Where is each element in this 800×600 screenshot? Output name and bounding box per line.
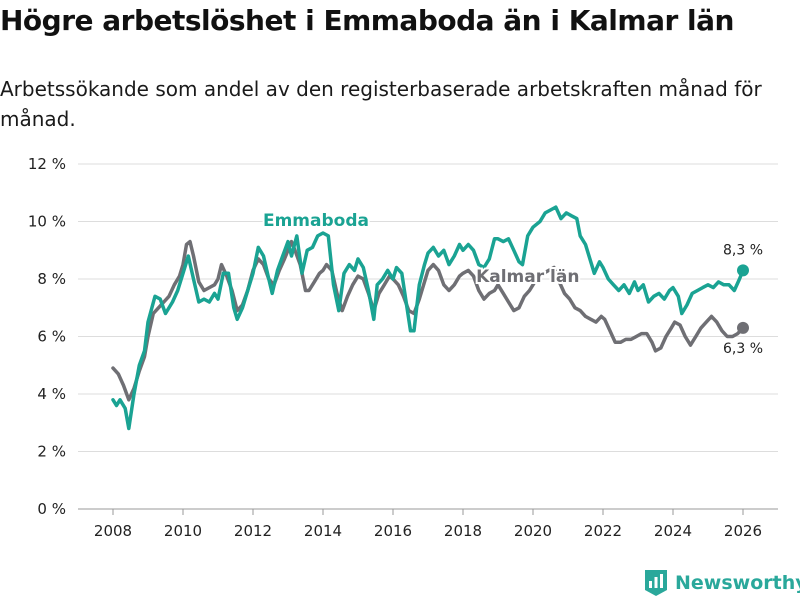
y-tick-label: 0 % <box>37 500 66 518</box>
y-tick-label: 10 % <box>28 213 66 231</box>
y-tick-label: 2 % <box>37 443 66 461</box>
series-name-label-kalmar-l-n: Kalmar län <box>476 267 579 287</box>
x-tick-label: 2008 <box>94 522 132 540</box>
x-tick-label: 2022 <box>584 522 622 540</box>
x-tick-label: 2018 <box>444 522 482 540</box>
grid-lines <box>78 163 778 510</box>
series-lines <box>111 205 749 431</box>
y-tick-label: 8 % <box>37 270 66 288</box>
newsworthy-logo-icon <box>645 570 667 596</box>
series-line-kalmar-l-n <box>111 239 745 402</box>
x-tick-label: 2026 <box>724 522 762 540</box>
y-tick-label: 6 % <box>37 328 66 346</box>
series-line-emmaboda <box>111 205 745 431</box>
brand-name: Newsworthy <box>675 572 800 594</box>
end-value-label-kalmar-l-n: 6,3 % <box>723 341 763 357</box>
x-tick-label: 2010 <box>164 522 202 540</box>
x-tick-label: 2020 <box>514 522 552 540</box>
x-tick-label: 2012 <box>234 522 272 540</box>
x-tick-label: 2016 <box>374 522 412 540</box>
x-tick-label: 2024 <box>654 522 692 540</box>
newsworthy-logo: Newsworthy <box>645 570 800 596</box>
end-point-kalmar-l-n <box>737 321 749 334</box>
y-axis: 0 % 2 % 4 % 6 % 8 % 10 % 12 % <box>28 155 66 518</box>
end-point-emmaboda <box>737 264 749 277</box>
y-tick-label: 4 % <box>37 385 66 403</box>
x-axis: 2008 2010 2012 2014 2016 2018 2020 2022 2024 2026 <box>94 509 762 540</box>
series-name-label-emmaboda: Emmaboda <box>263 211 369 231</box>
series-labels: 6,3 % 8,3 % Emmaboda Kalmar län <box>261 209 763 357</box>
end-value-label-emmaboda: 8,3 % <box>723 242 763 258</box>
chart-title: Högre arbetslöshet i Emmaboda än i Kalma… <box>0 4 734 37</box>
chart-subtitle: Arbetssökande som andel av den registerb… <box>0 77 762 131</box>
x-tick-label: 2014 <box>304 522 342 540</box>
y-tick-label: 12 % <box>28 155 66 173</box>
